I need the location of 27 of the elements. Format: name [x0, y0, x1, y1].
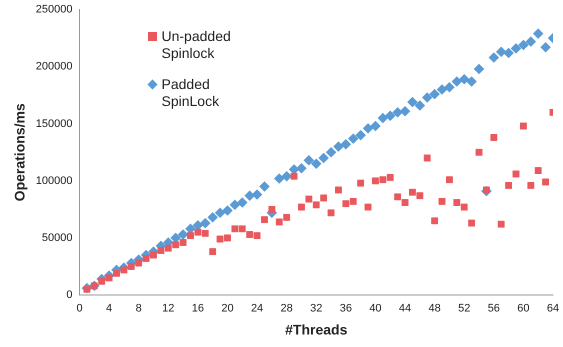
x-tick-label: 60 [517, 302, 530, 315]
x-tick-label: 12 [162, 302, 174, 315]
x-tick-label: 16 [192, 302, 204, 315]
x-tick-label: 20 [221, 302, 234, 315]
x-tick-label: 24 [250, 302, 264, 315]
x-tick-label: 32 [310, 302, 322, 315]
x-tick-label: 56 [488, 302, 500, 315]
y-tick-label: 250000 [36, 4, 73, 16]
x-tick-label: 28 [280, 302, 293, 315]
y-tick-label: 0 [66, 289, 73, 302]
y-axis-title: Operations/ms [11, 103, 28, 202]
legend-label: Un-padded Spinlock [162, 28, 232, 62]
y-tick-label: 150000 [36, 118, 73, 130]
x-tick-label: 36 [340, 302, 352, 315]
x-tick-label: 48 [428, 302, 441, 315]
y-tick-label: 50000 [42, 232, 73, 244]
x-tick-label: 8 [136, 302, 142, 315]
legend-label: Padded SpinLock [162, 76, 220, 110]
x-tick-label: 4 [106, 302, 112, 315]
y-tick-label: 200000 [36, 60, 73, 73]
y-tick-label: 100000 [36, 174, 73, 187]
x-tick-label: 0 [76, 302, 83, 315]
x-tick-label: 40 [369, 302, 382, 315]
x-tick-label: 44 [398, 302, 412, 315]
x-tick-label: 64 [546, 302, 560, 315]
x-tick-label: 52 [458, 302, 470, 315]
x-axis-title: #Threads [285, 321, 348, 338]
